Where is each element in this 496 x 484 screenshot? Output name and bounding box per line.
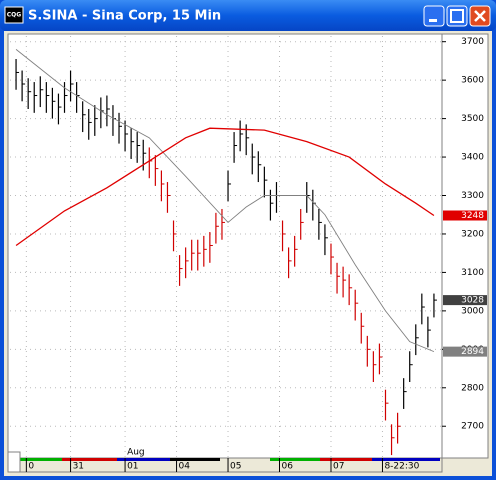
- x-month-label: Aug: [127, 448, 145, 458]
- price-flag: [443, 346, 487, 357]
- maximize-icon: [450, 9, 464, 23]
- app-icon: [4, 6, 24, 24]
- moving-average: [15, 127, 435, 247]
- x-tick-label: 05: [230, 462, 241, 472]
- y-tick-label: 2700: [461, 422, 484, 432]
- session-strip: [372, 458, 440, 461]
- x-tick-label: 04: [179, 462, 191, 472]
- price-flag-label: 3028: [461, 296, 484, 306]
- x-tick-label: 06: [282, 462, 294, 472]
- price-flag: [443, 210, 487, 221]
- app-icon-text: CQG: [7, 12, 22, 19]
- session-strip: [170, 458, 220, 461]
- price-flag: [443, 295, 487, 306]
- y-tick-label: 3600: [461, 76, 484, 86]
- close-icon: [474, 10, 486, 22]
- x-tick-label: 0: [28, 462, 34, 472]
- price-axis: [441, 33, 489, 459]
- chart: 2700280029003000310032003300340035003600…: [10, 36, 487, 472]
- scroll-box[interactable]: [7, 451, 21, 473]
- plot-area: [7, 33, 443, 459]
- minimize-icon: [429, 19, 437, 22]
- session-strip: [320, 458, 372, 461]
- x-tick-label: 8-22:30: [384, 462, 419, 472]
- y-tick-label: 3200: [461, 229, 484, 239]
- y-tick-label: 3700: [461, 37, 484, 47]
- x-tick-label: 31: [73, 462, 84, 472]
- price-flag-label: 3248: [461, 211, 484, 221]
- y-tick-label: 3400: [461, 153, 484, 163]
- session-strip: [10, 458, 62, 461]
- moving-average: [15, 49, 435, 353]
- x-tick-label: 07: [333, 462, 344, 472]
- y-tick-label: 3000: [461, 306, 484, 316]
- y-tick-label: 3300: [461, 191, 484, 201]
- x-tick-label: 01: [127, 462, 138, 472]
- session-strip: [117, 458, 170, 461]
- title-bar: [0, 0, 496, 31]
- price-flag-label: 2894: [461, 347, 484, 357]
- minimize-button[interactable]: [423, 5, 445, 27]
- y-tick-label: 3100: [461, 268, 484, 278]
- y-tick-label: 3500: [461, 114, 484, 124]
- session-strip: [62, 458, 117, 461]
- window-title: S.SINA - Sina Corp, 15 Min: [28, 9, 221, 24]
- y-tick-label: 2800: [461, 383, 484, 393]
- session-strip: [270, 458, 320, 461]
